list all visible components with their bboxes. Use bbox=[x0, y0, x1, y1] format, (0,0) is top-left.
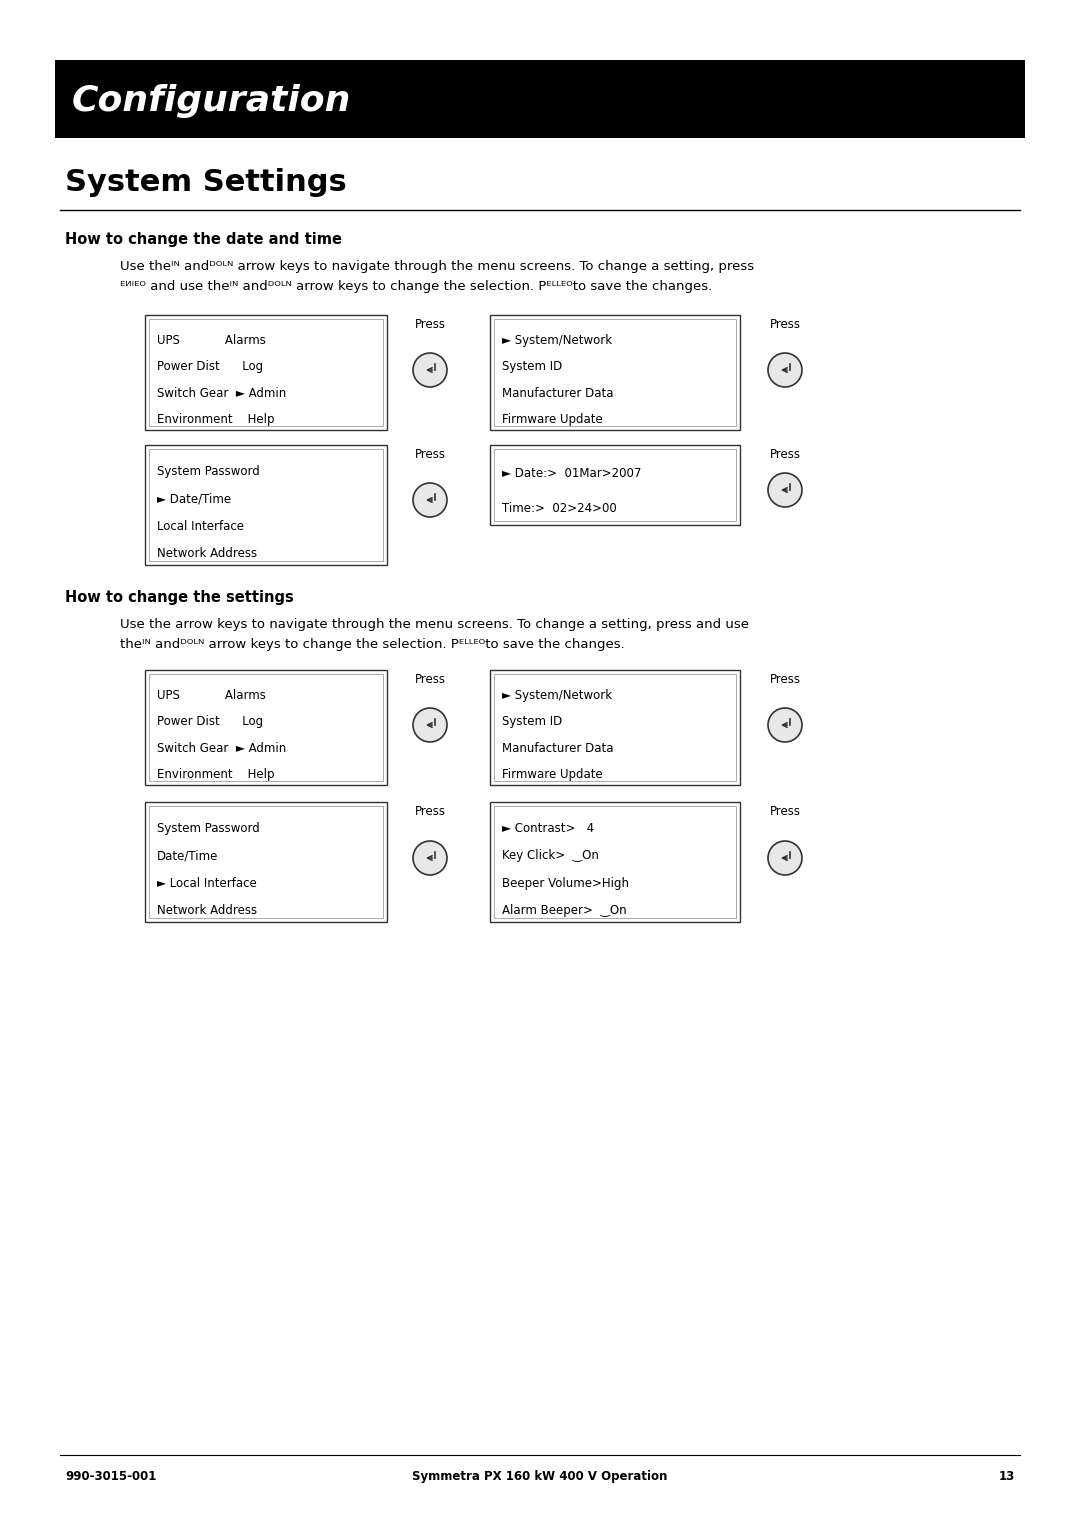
Text: Switch Gear  ► Admin: Switch Gear ► Admin bbox=[157, 741, 286, 755]
Text: System ID: System ID bbox=[502, 715, 563, 729]
Text: Environment    Help: Environment Help bbox=[157, 413, 274, 426]
Bar bbox=[494, 449, 735, 521]
Text: How to change the date and time: How to change the date and time bbox=[65, 232, 342, 248]
Text: Manufacturer Data: Manufacturer Data bbox=[502, 741, 613, 755]
Text: Power Dist      Log: Power Dist Log bbox=[157, 715, 264, 729]
Text: UPS            Alarms: UPS Alarms bbox=[157, 335, 266, 347]
Text: Press: Press bbox=[769, 318, 800, 332]
Text: Press: Press bbox=[415, 805, 446, 817]
Text: Power Dist      Log: Power Dist Log bbox=[157, 361, 264, 373]
Text: Press: Press bbox=[415, 318, 446, 332]
Text: Environment    Help: Environment Help bbox=[157, 769, 274, 781]
Bar bbox=[149, 674, 383, 781]
Text: ► Date/Time: ► Date/Time bbox=[157, 492, 231, 506]
Bar bbox=[145, 315, 387, 429]
Bar bbox=[55, 60, 1025, 138]
Text: Network Address: Network Address bbox=[157, 547, 257, 561]
Text: Firmware Update: Firmware Update bbox=[502, 769, 603, 781]
Text: Key Click>  ‿On: Key Click> ‿On bbox=[502, 850, 599, 862]
Text: Network Address: Network Address bbox=[157, 905, 257, 917]
Bar bbox=[490, 802, 740, 921]
Text: Beeper Volume>High: Beeper Volume>High bbox=[502, 877, 629, 889]
Text: Switch Gear  ► Admin: Switch Gear ► Admin bbox=[157, 387, 286, 400]
Text: Configuration: Configuration bbox=[72, 84, 351, 118]
Circle shape bbox=[768, 474, 802, 507]
Text: Use theᴵᴺ andᴰᴼᴸᴺ arrow keys to navigate through the menu screens. To change a s: Use theᴵᴺ andᴰᴼᴸᴺ arrow keys to navigate… bbox=[120, 260, 754, 274]
Text: Local Interface: Local Interface bbox=[157, 520, 244, 533]
Circle shape bbox=[768, 353, 802, 387]
Bar bbox=[149, 449, 383, 561]
Text: Press: Press bbox=[415, 448, 446, 461]
Text: ► System/Network: ► System/Network bbox=[502, 335, 612, 347]
Circle shape bbox=[413, 707, 447, 743]
Text: Press: Press bbox=[769, 805, 800, 817]
Text: ► System/Network: ► System/Network bbox=[502, 689, 612, 703]
Bar bbox=[490, 315, 740, 429]
Text: 13: 13 bbox=[999, 1470, 1015, 1484]
Bar bbox=[494, 805, 735, 918]
Circle shape bbox=[413, 840, 447, 876]
Text: ᴱᴻᴵᴱᴼ and use theᴵᴺ andᴰᴼᴸᴺ arrow keys to change the selection. Pᴱᴸᴸᴱᴼto save th: ᴱᴻᴵᴱᴼ and use theᴵᴺ andᴰᴼᴸᴺ arrow keys t… bbox=[120, 280, 712, 293]
Text: 990-3015-001: 990-3015-001 bbox=[65, 1470, 157, 1484]
Bar bbox=[490, 445, 740, 526]
Text: System ID: System ID bbox=[502, 361, 563, 373]
Circle shape bbox=[413, 483, 447, 516]
Text: ► Local Interface: ► Local Interface bbox=[157, 877, 257, 889]
Circle shape bbox=[768, 707, 802, 743]
Bar bbox=[149, 805, 383, 918]
Circle shape bbox=[768, 840, 802, 876]
Bar bbox=[494, 319, 735, 426]
Bar bbox=[145, 802, 387, 921]
Text: theᴵᴺ andᴰᴼᴸᴺ arrow keys to change the selection. Pᴱᴸᴸᴱᴼto save the changes.: theᴵᴺ andᴰᴼᴸᴺ arrow keys to change the s… bbox=[120, 639, 624, 651]
Text: System Password: System Password bbox=[157, 822, 260, 834]
Circle shape bbox=[413, 353, 447, 387]
Text: Symmetra PX 160 kW 400 V Operation: Symmetra PX 160 kW 400 V Operation bbox=[413, 1470, 667, 1484]
Text: Manufacturer Data: Manufacturer Data bbox=[502, 387, 613, 400]
Text: Alarm Beeper>  ‿On: Alarm Beeper> ‿On bbox=[502, 905, 626, 917]
Bar bbox=[145, 445, 387, 565]
Text: How to change the settings: How to change the settings bbox=[65, 590, 294, 605]
Bar bbox=[490, 669, 740, 785]
Text: Use the arrow keys to navigate through the menu screens. To change a setting, pr: Use the arrow keys to navigate through t… bbox=[120, 617, 750, 631]
Text: System Password: System Password bbox=[157, 465, 260, 478]
Bar bbox=[149, 319, 383, 426]
Text: ► Contrast>   4: ► Contrast> 4 bbox=[502, 822, 594, 834]
Bar bbox=[145, 669, 387, 785]
Text: System Settings: System Settings bbox=[65, 168, 347, 197]
Text: Firmware Update: Firmware Update bbox=[502, 413, 603, 426]
Text: Time:>  02>24>00: Time:> 02>24>00 bbox=[502, 503, 617, 515]
Text: UPS            Alarms: UPS Alarms bbox=[157, 689, 266, 703]
Text: Press: Press bbox=[415, 672, 446, 686]
Text: Press: Press bbox=[769, 672, 800, 686]
Text: Press: Press bbox=[769, 448, 800, 461]
Text: ► Date:>  01Mar>2007: ► Date:> 01Mar>2007 bbox=[502, 468, 642, 480]
Bar bbox=[494, 674, 735, 781]
Text: Date/Time: Date/Time bbox=[157, 850, 218, 862]
